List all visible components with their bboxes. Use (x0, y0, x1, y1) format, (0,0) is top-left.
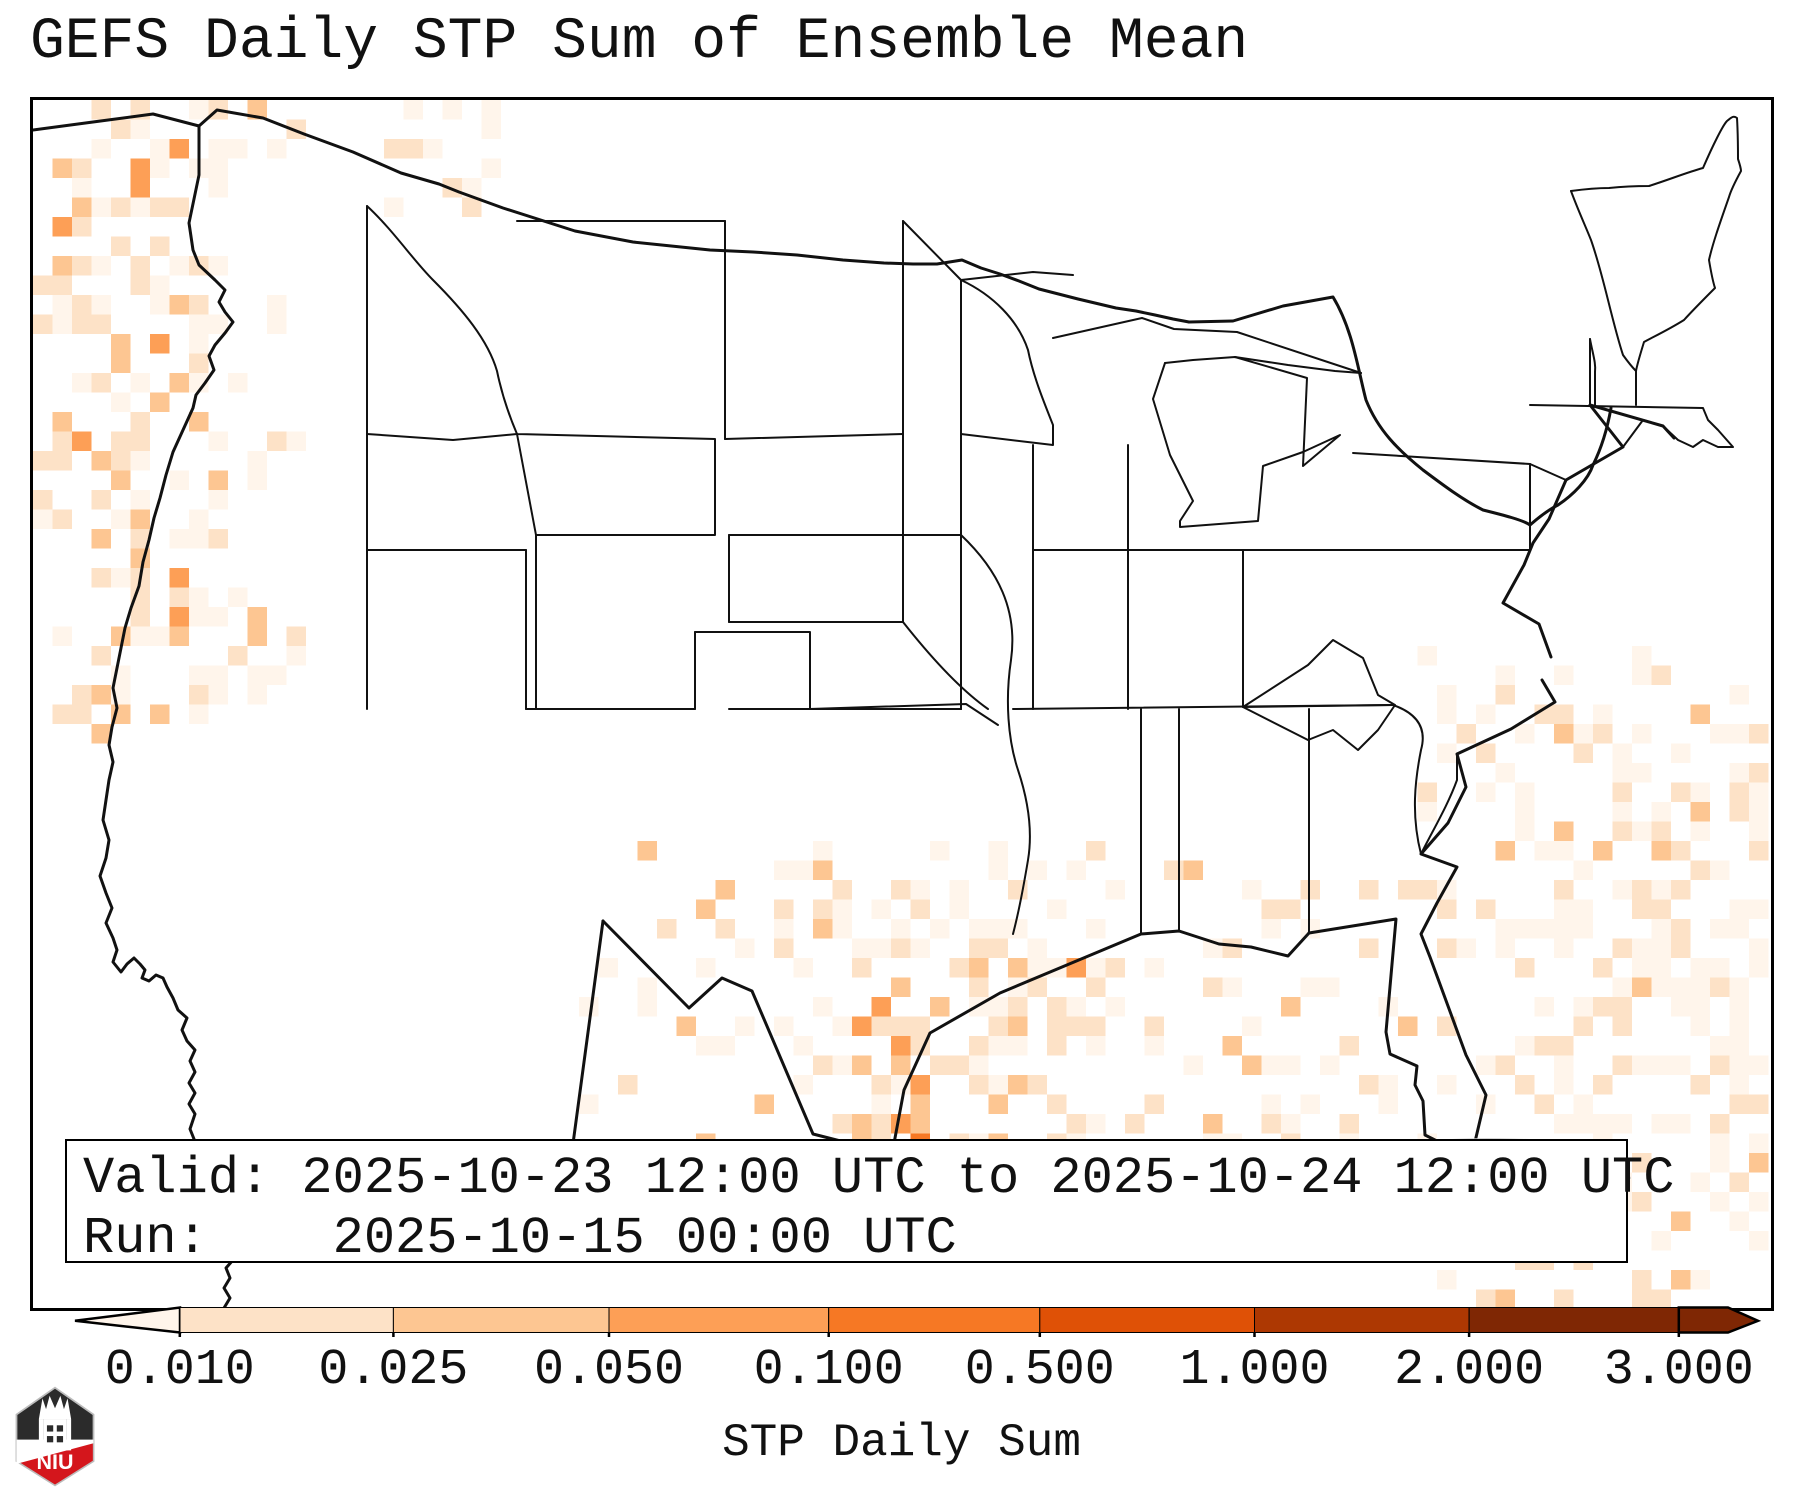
svg-text:NIU: NIU (37, 1450, 74, 1474)
